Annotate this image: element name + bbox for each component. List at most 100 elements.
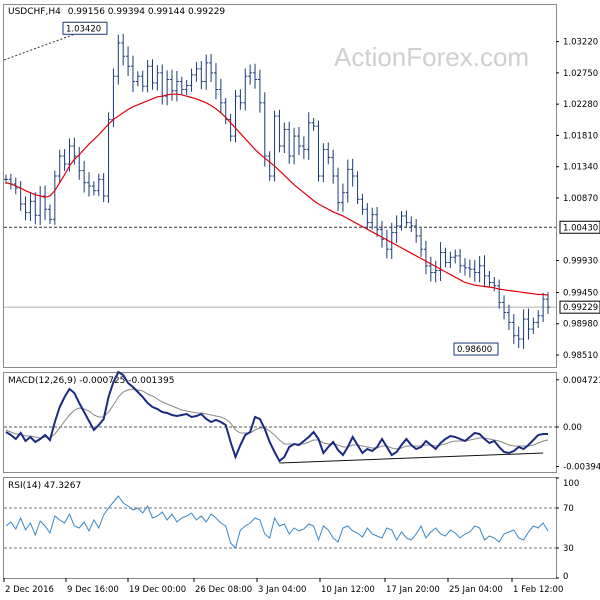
price-bar <box>57 149 62 183</box>
price-bar <box>521 309 526 349</box>
price-bar <box>443 247 448 268</box>
x-tick-label: 10 Jan 12:00 <box>321 585 375 595</box>
price-tick-label: 0.99450 <box>563 288 598 298</box>
price-bar <box>18 181 23 211</box>
price-bar <box>267 151 272 181</box>
price-bar <box>541 292 546 322</box>
price-bar <box>223 98 228 125</box>
price-bar <box>516 326 521 349</box>
price-bar <box>204 54 209 90</box>
price-bar <box>536 310 541 328</box>
price-bar <box>243 68 248 111</box>
x-tick-label: 17 Jan 20:00 <box>386 585 440 595</box>
price-bar <box>96 173 101 197</box>
price-bar <box>360 193 365 215</box>
price-y-axis: 1.03220 1.02750 1.02280 1.01810 1.01340 1.008… <box>556 38 600 361</box>
price-bar <box>199 61 204 90</box>
price-bar <box>87 172 92 197</box>
price-tick-label: 1.00430 <box>563 223 598 233</box>
price-bar <box>531 317 536 334</box>
price-bar <box>228 113 233 142</box>
rsi-y-axis: 100 70 30 0 <box>556 477 579 582</box>
price-bar <box>389 222 394 260</box>
price-bar <box>8 173 13 190</box>
price-bar <box>487 271 492 288</box>
price-bar <box>150 59 155 90</box>
low-marker-box <box>453 342 499 356</box>
price-bar <box>253 63 258 89</box>
price-tick-label: 0.99930 <box>563 257 598 267</box>
price-bar <box>482 255 487 287</box>
price-tick-label: 1.03220 <box>563 38 598 48</box>
price-bar <box>277 109 282 153</box>
price-bar <box>458 248 463 273</box>
rsi-tick-label: 0 <box>563 572 568 582</box>
macd-tick-label: 0.004721 <box>563 376 600 386</box>
price-bar <box>248 64 253 85</box>
price-bar <box>326 142 331 165</box>
price-bar <box>233 89 238 143</box>
high-marker-label: 1.03420 <box>66 24 101 34</box>
price-bar <box>213 63 218 100</box>
rsi-tick-label: 70 <box>563 504 574 514</box>
x-tick-label: 26 Dec 08:00 <box>195 585 252 595</box>
price-bar <box>355 171 360 205</box>
price-bar <box>419 228 424 257</box>
price-bar <box>433 260 438 283</box>
price-tick-label: 0.98510 <box>563 351 598 361</box>
price-bar <box>311 117 316 131</box>
price-bar <box>189 68 194 92</box>
price-tick-label: 1.02750 <box>563 69 598 79</box>
x-tick-label: 9 Dec 16:00 <box>67 585 119 595</box>
price-bar <box>77 146 82 180</box>
price-bar <box>321 143 326 183</box>
price-bar <box>301 136 306 160</box>
price-bar <box>160 64 165 105</box>
low-marker-label: 0.98600 <box>457 345 492 355</box>
x-tick-label: 19 Dec 00:00 <box>129 585 186 595</box>
price-bar <box>477 256 482 283</box>
price-bar <box>101 173 106 203</box>
rsi-tick-label: 30 <box>563 544 574 554</box>
price-bar <box>414 218 419 243</box>
moving-average-polyline <box>5 93 549 296</box>
price-bar <box>47 204 52 225</box>
price-bar <box>170 69 175 101</box>
macd-panel-title: MACD(12,26,9) -0.000725 -0.001395 <box>8 376 174 386</box>
price-bar <box>38 186 43 226</box>
price-tick-label: 0.99229 <box>563 303 598 313</box>
price-tick-label: 1.00870 <box>563 194 598 204</box>
price-bar <box>384 230 389 259</box>
price-bars <box>4 33 550 349</box>
price-annotations: 1.03420 0.98600 <box>62 21 499 356</box>
macd-tick-label: 0.00 <box>563 423 582 433</box>
price-bar <box>145 59 150 93</box>
price-bar <box>365 203 370 229</box>
price-bar <box>282 122 287 154</box>
price-bar <box>423 240 428 275</box>
x-tick-label: 1 Feb 12:00 <box>513 585 563 595</box>
rsi-panel-title: RSI(14) 47.3267 <box>8 481 81 491</box>
price-bar <box>472 260 477 282</box>
x-tick-label: 2 Dec 2016 <box>5 585 54 595</box>
price-bar <box>209 53 214 82</box>
rsi-tick-label: 100 <box>563 479 579 489</box>
price-panel-title: USDCHF,H4 0.99156 0.99394 0.99144 0.9922… <box>8 7 225 17</box>
price-bar <box>262 92 267 167</box>
price-bar <box>546 292 550 315</box>
price-bar <box>140 70 145 92</box>
rsi-panel-frame <box>3 477 557 579</box>
price-bar <box>296 126 301 156</box>
price-bar <box>336 167 341 212</box>
price-bar <box>506 304 511 331</box>
price-bar <box>399 211 404 231</box>
macd-main-line <box>5 370 548 463</box>
price-bar <box>438 242 443 282</box>
price-bar <box>130 55 135 93</box>
macd-y-axis: 0.004721 0.00 -0.003949 <box>556 376 600 472</box>
price-bar <box>287 121 292 164</box>
price-bar <box>165 70 170 106</box>
price-bar <box>272 110 277 182</box>
price-bar <box>218 78 223 114</box>
price-bar <box>184 80 189 96</box>
